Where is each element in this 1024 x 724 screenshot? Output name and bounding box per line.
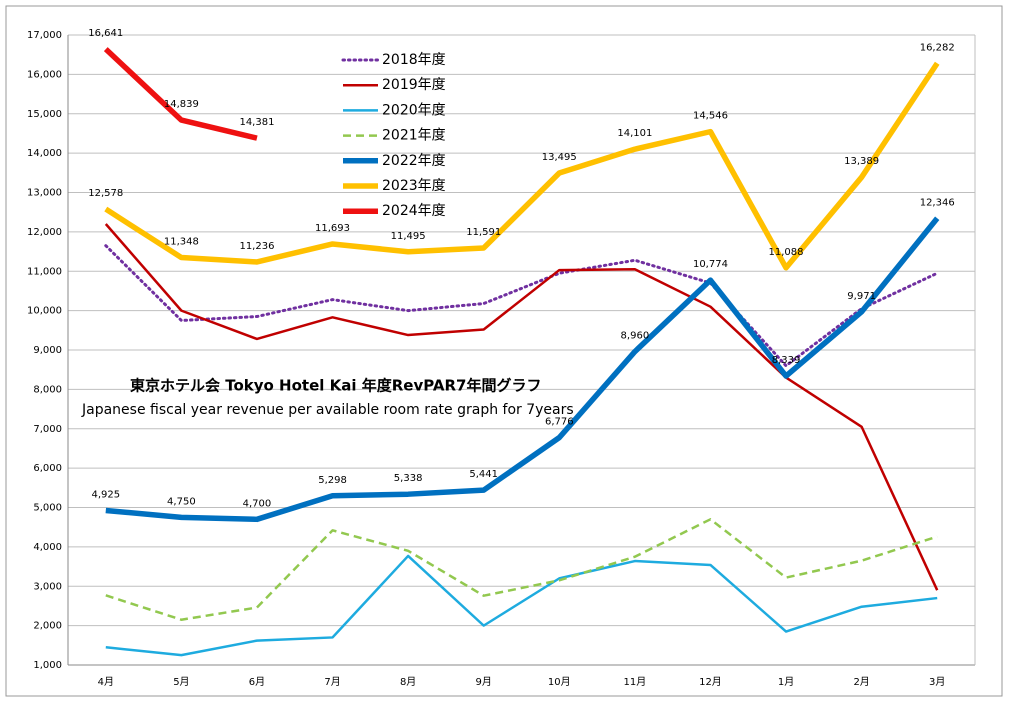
x-tick-label: 6月: [249, 676, 265, 688]
data-label: 11,693: [315, 223, 350, 234]
y-tick-label: 2,000: [33, 621, 62, 632]
y-tick-label: 10,000: [27, 306, 62, 317]
data-label: 13,389: [844, 156, 879, 167]
series-line: [104, 244, 939, 368]
y-tick-label: 1,000: [33, 660, 62, 671]
chart-title: 東京ホテル会 Tokyo Hotel Kai 年度RevPAR7年間グラフ: [130, 377, 541, 395]
data-label: 10,774: [693, 259, 728, 270]
data-label: 16,641: [88, 28, 123, 39]
series-line: [104, 61, 940, 271]
data-label: 16,282: [920, 42, 955, 53]
y-tick-label: 15,000: [27, 109, 62, 120]
y-tick-label: 5,000: [33, 503, 62, 514]
legend-label: 2018年度: [382, 52, 446, 68]
y-tick-label: 17,000: [27, 30, 62, 41]
grid: 1,000 2,000 3,000 4,000 5,000 6,000 7,000 8,000…: [27, 30, 976, 688]
series-line: [105, 518, 938, 621]
data-label: 4,750: [167, 496, 196, 507]
x-tick-label: 8月: [400, 676, 416, 688]
y-tick-label: 7,000: [33, 424, 62, 435]
data-label: 5,338: [394, 473, 423, 484]
chart-subtitle: Japanese fiscal year revenue per availab…: [81, 402, 574, 418]
y-tick-label: 13,000: [27, 188, 62, 199]
data-label: 14,101: [617, 128, 652, 139]
data-label: 14,381: [239, 117, 274, 128]
y-tick-label: 9,000: [33, 345, 62, 356]
x-tick-label: 1月: [778, 676, 794, 688]
x-tick-label: 3月: [929, 676, 945, 688]
legend-label: 2020年度: [382, 102, 446, 118]
data-label: 5,298: [318, 475, 347, 486]
y-tick-label: 3,000: [33, 581, 62, 592]
chart-frame: [5, 5, 1003, 697]
y-tick-label: 6,000: [33, 463, 62, 474]
data-label: 14,546: [693, 111, 728, 122]
data-label: 4,925: [91, 489, 120, 500]
y-tick-label: 16,000: [27, 69, 62, 80]
x-tick-label: 7月: [324, 676, 340, 688]
x-tick-label: 10月: [548, 676, 571, 688]
x-tick-label: 4月: [98, 676, 114, 688]
x-tick-label: 5月: [173, 676, 189, 688]
x-tick-label: 9月: [476, 676, 492, 688]
data-label: 12,578: [88, 188, 123, 199]
legend-label: 2023年度: [382, 178, 446, 194]
y-tick-label: 4,000: [33, 542, 62, 553]
legend-label: 2021年度: [382, 128, 446, 144]
data-label: 14,839: [164, 99, 199, 110]
x-tick-label: 11月: [624, 676, 647, 688]
series-line: [104, 223, 939, 591]
y-tick-label: 8,000: [33, 384, 62, 395]
data-label: 5,441: [469, 469, 498, 480]
legend-label: 2019年度: [382, 77, 446, 93]
legend-label: 2024年度: [382, 203, 446, 219]
y-tick-label: 12,000: [27, 227, 62, 238]
data-label: 9,971: [847, 291, 876, 302]
series-line: [105, 216, 940, 523]
data-label: 11,088: [769, 247, 804, 258]
data-label: 11,236: [239, 241, 274, 252]
lines: [103, 47, 940, 657]
x-tick-label: 12月: [699, 676, 722, 688]
series-line: [103, 47, 258, 141]
x-tick-label: 2月: [853, 676, 869, 688]
data-label: 8,960: [621, 331, 650, 342]
data-label: 12,346: [920, 197, 955, 208]
data-label: 11,348: [164, 237, 199, 248]
series-line: [105, 554, 938, 657]
y-tick-label: 11,000: [27, 266, 62, 277]
data-label: 11,495: [391, 231, 426, 242]
data-label: 13,495: [542, 152, 577, 163]
data-label: 8,339: [772, 355, 801, 366]
labels: 2018年度 2019年度 2020年度 2021年度 4,925 4,750 4,700 5…: [88, 28, 954, 509]
y-tick-label: 14,000: [27, 148, 62, 159]
legend-label: 2022年度: [382, 153, 446, 169]
data-label: 4,700: [243, 498, 272, 509]
data-label: 6,776: [545, 417, 574, 428]
data-label: 11,591: [466, 227, 501, 238]
